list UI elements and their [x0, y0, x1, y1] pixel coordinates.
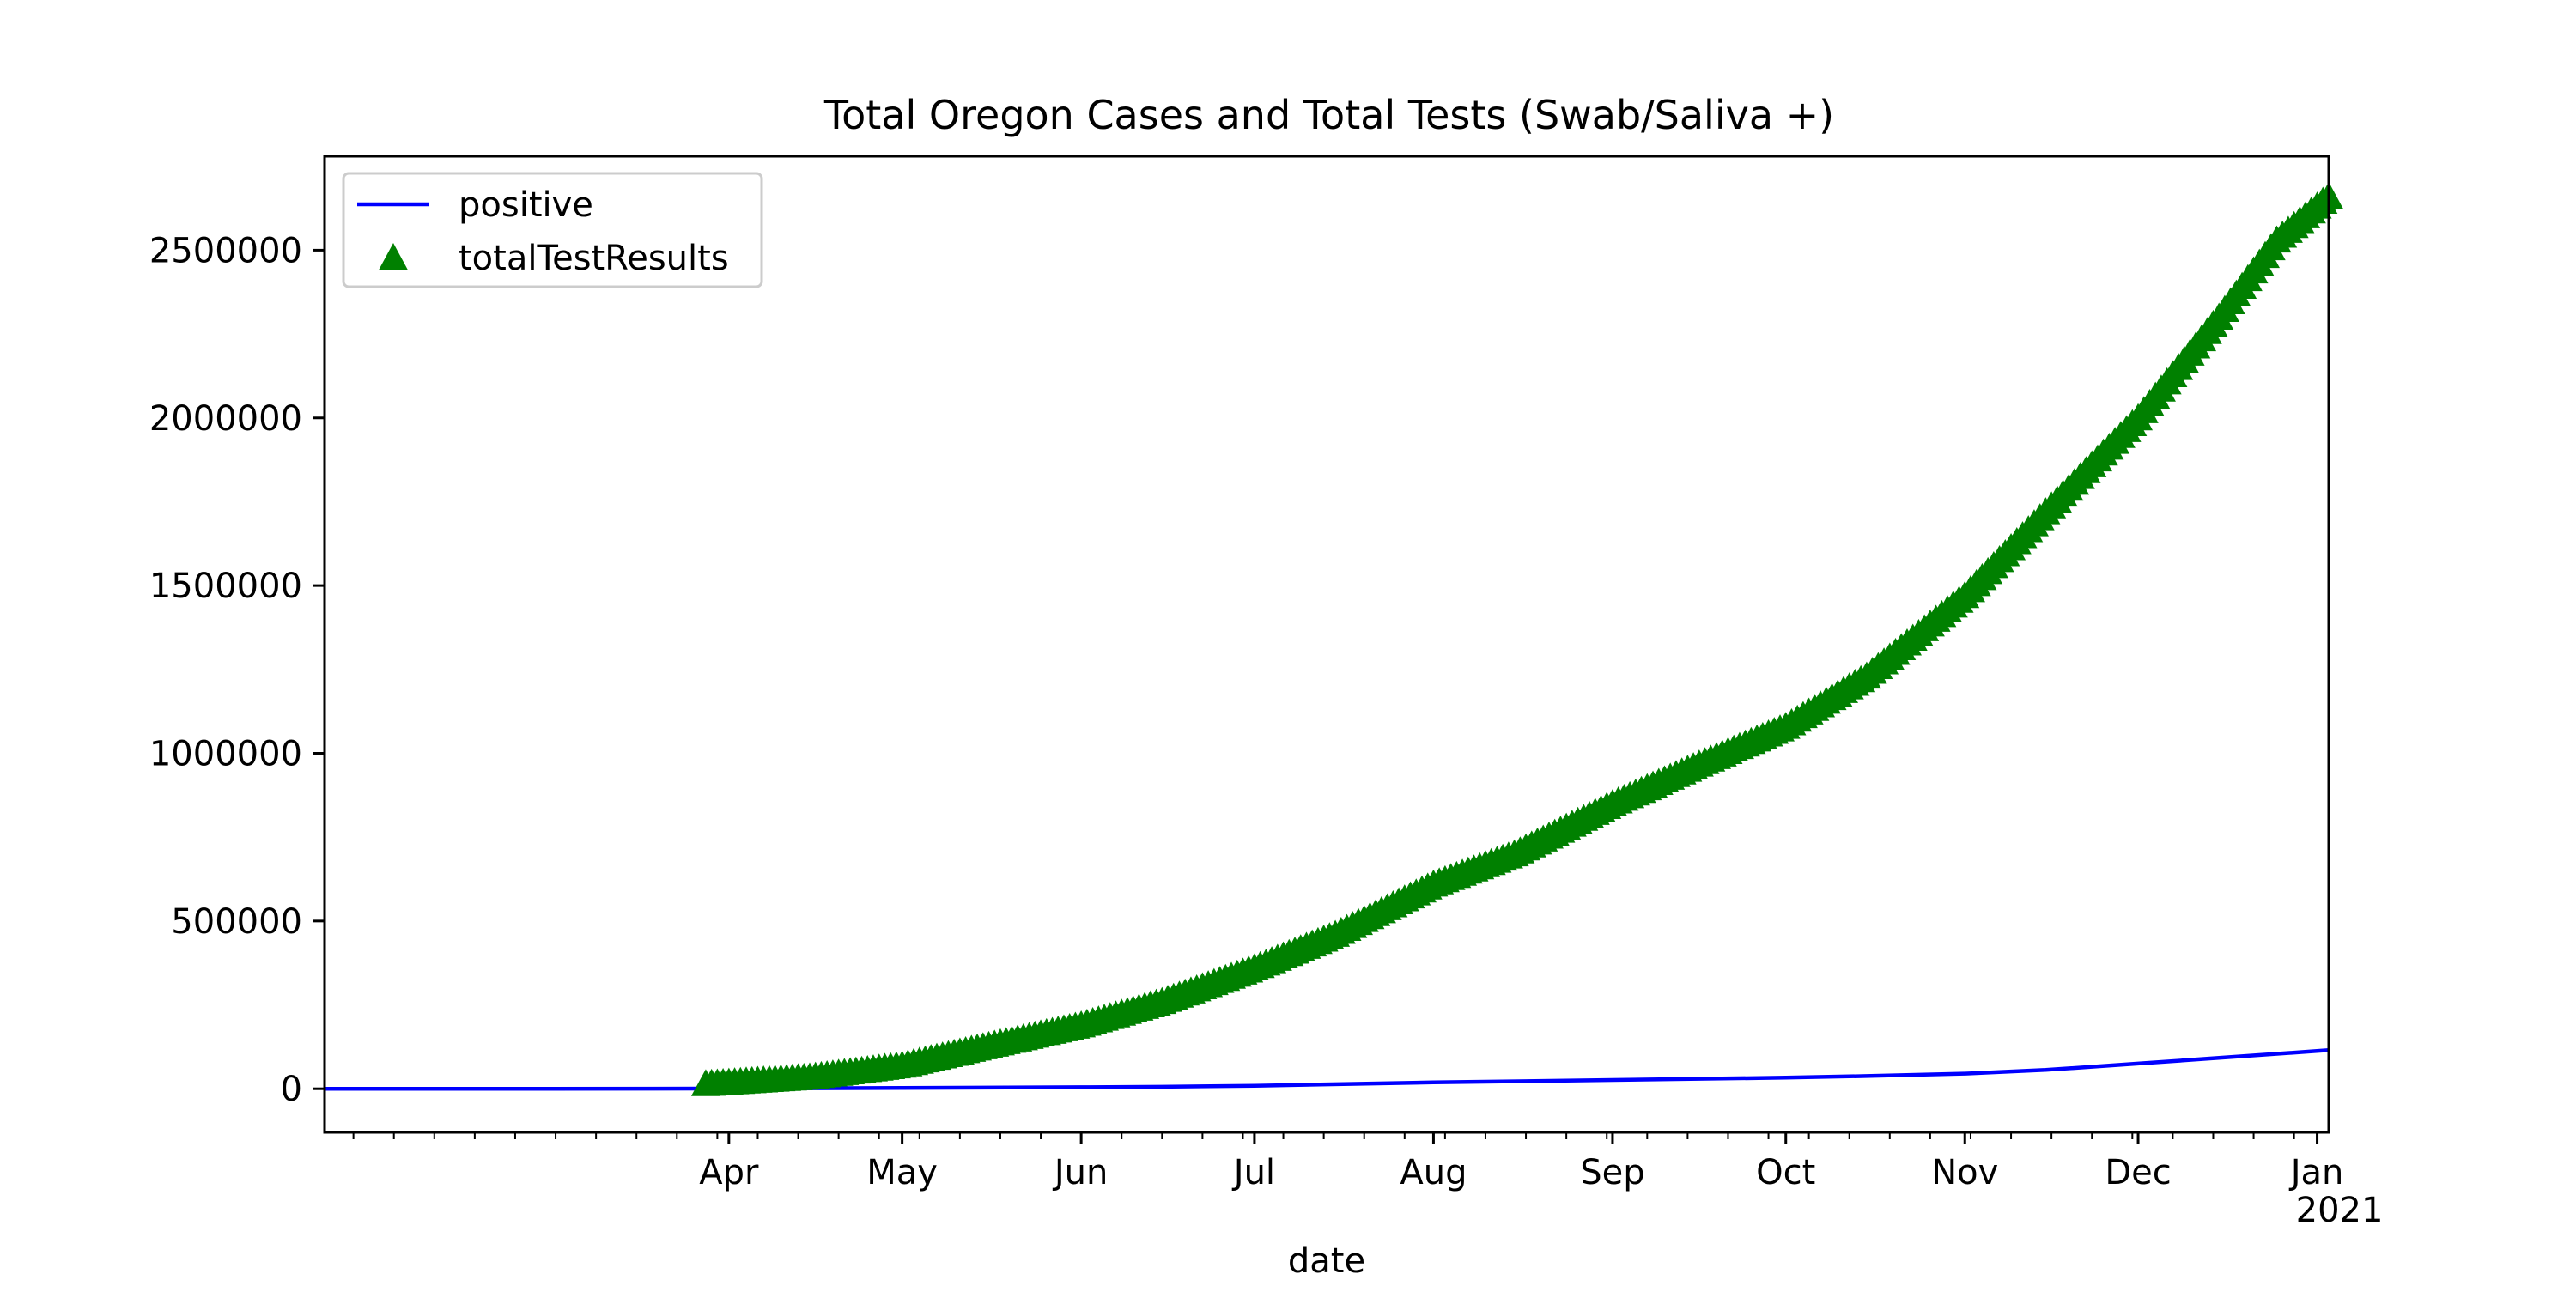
legend-label: positive [459, 185, 593, 225]
y-axis: 0 500000 1000000 1500000 2000000 2500000 [149, 231, 325, 1109]
x-tick-sublabel: 2021 [2296, 1191, 2384, 1230]
y-tick-label: 0 [281, 1070, 302, 1109]
y-tick-label: 1000000 [149, 734, 302, 773]
x-tick-label: Sep [1580, 1153, 1644, 1192]
y-tick-label: 2000000 [149, 399, 302, 439]
legend-label: totalTestResults [459, 239, 729, 278]
plot-area [325, 181, 2343, 1096]
x-tick-label: Aug [1400, 1153, 1467, 1192]
x-tick-label: May [866, 1153, 938, 1192]
legend-swatch-marker [379, 243, 408, 270]
legend: positive totalTestResults [342, 172, 763, 288]
y-tick-label: 1500000 [149, 567, 302, 606]
x-tick-label: Nov [1931, 1153, 1998, 1192]
x-tick-label: Dec [2105, 1153, 2171, 1192]
plot-frame [323, 155, 2330, 1134]
x-tick-label: Apr [699, 1153, 759, 1192]
chart-title: Total Oregon Cases and Total Tests (Swab… [823, 92, 1834, 138]
x-axis-label: date [1288, 1241, 1365, 1281]
x-tick-label: Oct [1756, 1153, 1815, 1192]
x-tick-label: Jun [1052, 1153, 1109, 1192]
series-markers-totalTestResults [690, 181, 2343, 1096]
y-tick-label: 2500000 [149, 231, 302, 270]
legend-box [342, 172, 763, 288]
y-tick-label: 500000 [171, 902, 302, 942]
x-tick-label: Jan [2288, 1153, 2344, 1192]
x-tick-label: Jul [1231, 1153, 1275, 1192]
